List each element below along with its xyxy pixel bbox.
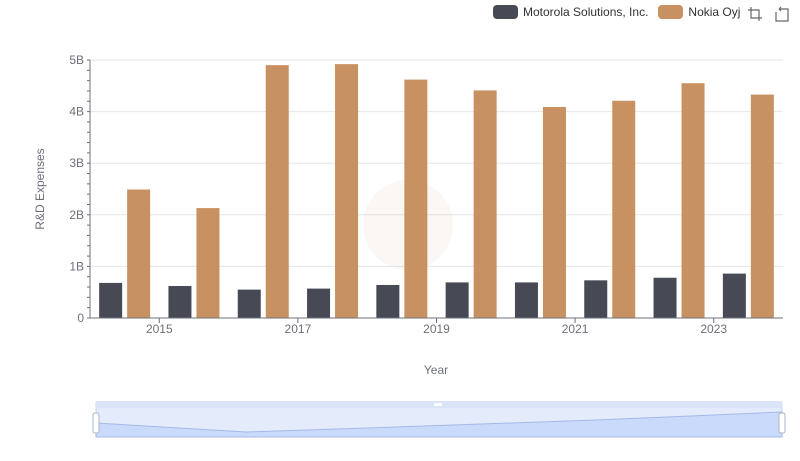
bar-motorola-2023[interactable] <box>722 273 746 318</box>
bar-motorola-2020[interactable] <box>514 282 538 318</box>
bar-nokia-2022[interactable] <box>681 83 705 318</box>
legend-label-nokia: Nokia Oyj <box>688 5 741 19</box>
datazoom-handle-left[interactable] <box>92 412 100 434</box>
bar-motorola-2015[interactable] <box>168 286 192 318</box>
x-tick-label: 2021 <box>562 322 589 336</box>
x-tick-label: 2017 <box>285 322 312 336</box>
legend-swatch-nokia <box>658 5 684 19</box>
bar-motorola-2022[interactable] <box>653 277 677 318</box>
bar-nokia-2017[interactable] <box>335 64 359 319</box>
restore-icon[interactable] <box>773 6 789 22</box>
toolbox <box>747 6 799 22</box>
y-tick-label: 2B <box>69 208 84 222</box>
bar-motorola-2018[interactable] <box>376 284 400 318</box>
x-axis-title: Year <box>424 363 448 377</box>
datazoom-drag-grip[interactable] <box>434 403 442 406</box>
x-tick-label: 2015 <box>146 322 173 336</box>
bar-nokia-2021[interactable] <box>612 100 636 318</box>
legend-item-nokia[interactable]: Nokia Oyj <box>658 5 740 19</box>
bar-nokia-2014[interactable] <box>127 189 151 318</box>
bar-motorola-2016[interactable] <box>237 289 261 318</box>
bar-nokia-2015[interactable] <box>196 208 220 318</box>
x-tick-label: 2019 <box>423 322 450 336</box>
legend-item-motorola[interactable]: Motorola Solutions, Inc. <box>493 5 648 19</box>
x-tick-label: 2023 <box>700 322 727 336</box>
bar-nokia-2016[interactable] <box>265 65 289 318</box>
bar-motorola-2019[interactable] <box>445 282 469 318</box>
bar-nokia-2018[interactable] <box>404 79 428 318</box>
bar-motorola-2014[interactable] <box>99 282 123 318</box>
bar-motorola-2017[interactable] <box>307 288 331 318</box>
legend-swatch-motorola <box>493 5 518 19</box>
legend: Motorola Solutions, Inc. Nokia Oyj <box>493 4 750 20</box>
datazoom-handle-right[interactable] <box>778 412 786 434</box>
bar-motorola-2021[interactable] <box>584 280 608 318</box>
y-tick-label: 3B <box>69 156 84 170</box>
bar-nokia-2023[interactable] <box>750 94 774 319</box>
bar-nokia-2019[interactable] <box>473 90 497 318</box>
y-tick-label: 1B <box>69 259 84 273</box>
y-tick-label: 0 <box>77 311 84 325</box>
y-axis-title: R&D Expenses <box>33 148 47 229</box>
zoom-icon[interactable] <box>747 6 763 22</box>
legend-label-motorola: Motorola Solutions, Inc. <box>523 5 649 19</box>
bar-nokia-2020[interactable] <box>542 106 566 319</box>
y-tick-label: 4B <box>69 105 84 119</box>
y-tick-label: 5B <box>69 53 84 67</box>
